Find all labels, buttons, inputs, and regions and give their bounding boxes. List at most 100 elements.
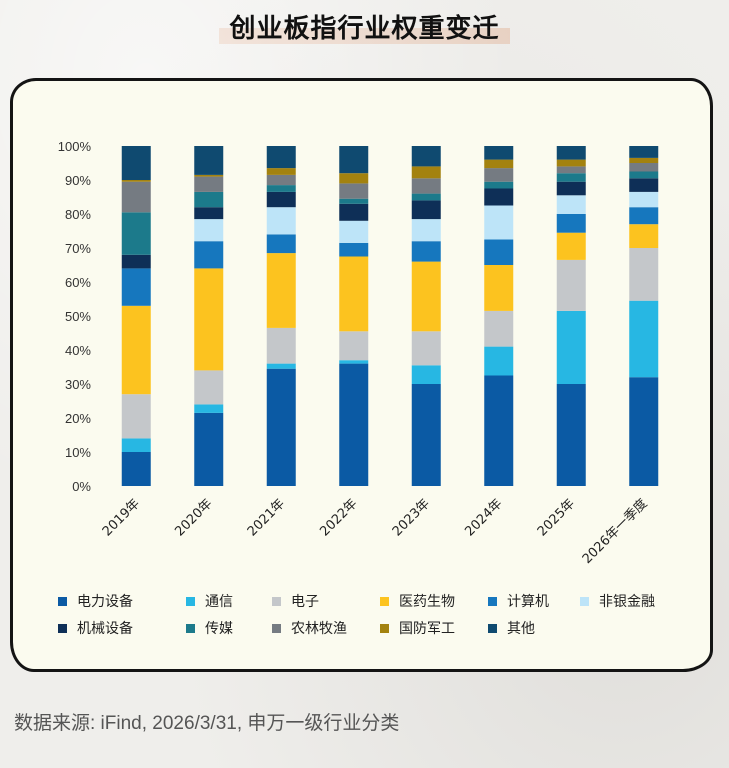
- legend-label: 传媒: [205, 621, 233, 637]
- y-tick-label: 10%: [65, 445, 91, 460]
- legend-swatch: [580, 596, 589, 606]
- bar-segment: [484, 159, 514, 169]
- bar-segment: [411, 365, 441, 384]
- bar-segment: [629, 146, 659, 158]
- bar-segment: [266, 191, 296, 208]
- legend-item: 传媒: [186, 619, 233, 637]
- bar-segment: [266, 368, 296, 486]
- legend-swatch: [488, 623, 497, 633]
- bar-segment: [339, 331, 369, 361]
- bar-segment: [339, 183, 369, 199]
- y-tick-label: 30%: [65, 377, 91, 392]
- legend-swatch: [380, 596, 389, 606]
- legend-label: 非银金融: [599, 594, 655, 610]
- bar-segment: [266, 146, 296, 169]
- bar-segment: [556, 384, 586, 486]
- legend-swatch: [186, 596, 195, 606]
- bar-segment: [339, 220, 369, 243]
- bar-segment: [411, 193, 441, 201]
- page-title: 创业板指行业权重变迁: [219, 8, 510, 45]
- bar-segment: [484, 310, 514, 347]
- bar-segment: [339, 198, 369, 204]
- bar-segment: [339, 242, 369, 257]
- legend-item: 电力设备: [58, 592, 133, 610]
- legend-swatch: [272, 596, 281, 606]
- bar-segment: [629, 207, 659, 225]
- bar-segment: [266, 327, 296, 364]
- bar-segment: [629, 191, 659, 208]
- legend-swatch: [272, 623, 281, 633]
- bar-segment: [194, 176, 224, 192]
- legend-swatch: [186, 623, 195, 633]
- y-tick-label: 40%: [65, 343, 91, 358]
- bar-segment: [339, 203, 369, 221]
- legend-label: 国防军工: [399, 621, 455, 637]
- bar-segment: [266, 174, 296, 186]
- y-tick-label: 0%: [72, 479, 91, 494]
- bar-segment: [629, 300, 659, 378]
- legend-label: 其他: [507, 621, 535, 637]
- bar-segment: [411, 331, 441, 366]
- bar-segment: [121, 438, 151, 452]
- legend-label: 通信: [205, 594, 233, 610]
- bar-segment: [194, 191, 224, 208]
- y-tick-label: 100%: [58, 139, 92, 154]
- bar-segment: [484, 146, 514, 160]
- bar-segment: [411, 146, 441, 167]
- bar-segment: [339, 363, 369, 486]
- bar-segment: [121, 212, 151, 255]
- legend-item: 农林牧渔: [272, 619, 347, 637]
- legend-swatch: [380, 623, 389, 633]
- bar-segment: [484, 188, 514, 206]
- bar-segment: [266, 253, 296, 328]
- y-tick-label: 90%: [65, 173, 91, 188]
- y-tick-label: 80%: [65, 207, 91, 222]
- y-tick-label: 50%: [65, 309, 91, 324]
- bar-segment: [194, 174, 224, 177]
- x-tick-label: 2025年: [535, 496, 578, 539]
- bar-segment: [194, 404, 224, 413]
- bar-segment: [194, 412, 224, 486]
- bar-segment: [121, 305, 151, 395]
- bar-segment: [629, 248, 659, 301]
- legend-label: 计算机: [507, 594, 549, 610]
- legend-label: 农林牧渔: [291, 621, 347, 637]
- bar-segment: [194, 207, 224, 220]
- bar-segment: [556, 146, 586, 160]
- bar-segment: [629, 224, 659, 248]
- bar-segment: [556, 310, 586, 384]
- legend-item: 非银金融: [580, 592, 655, 610]
- legend-label: 电子: [291, 594, 319, 610]
- bar-segment: [629, 171, 659, 179]
- bar-segment: [484, 168, 514, 182]
- bar-segment: [411, 166, 441, 179]
- legend-label: 机械设备: [77, 621, 133, 637]
- bar-segment: [266, 207, 296, 235]
- x-tick-label: 2024年: [462, 496, 505, 539]
- bar-segment: [556, 214, 586, 233]
- legend-item: 机械设备: [58, 619, 133, 637]
- legend-label: 医药生物: [399, 594, 455, 610]
- bar-segment: [266, 363, 296, 369]
- bar-segment: [339, 256, 369, 332]
- bar-segment: [121, 452, 151, 486]
- bar-segment: [556, 159, 586, 167]
- bar-segment: [121, 146, 151, 180]
- legend-label: 电力设备: [77, 594, 133, 610]
- bar-segment: [411, 178, 441, 194]
- bar-segment: [484, 346, 514, 376]
- bar-segment: [266, 168, 296, 175]
- bar-segment: [484, 181, 514, 189]
- bar-segment: [194, 370, 224, 405]
- legend-item: 其他: [488, 619, 535, 637]
- x-tick-label: 2022年: [317, 496, 360, 539]
- bar-segment: [121, 254, 151, 269]
- bar-segment: [484, 205, 514, 240]
- bar-segment: [629, 178, 659, 192]
- bar-segment: [121, 180, 151, 182]
- bar-segment: [411, 200, 441, 220]
- x-tick-label: 2026年一季度: [579, 496, 650, 567]
- y-tick-label: 20%: [65, 411, 91, 426]
- bar-segment: [556, 259, 586, 311]
